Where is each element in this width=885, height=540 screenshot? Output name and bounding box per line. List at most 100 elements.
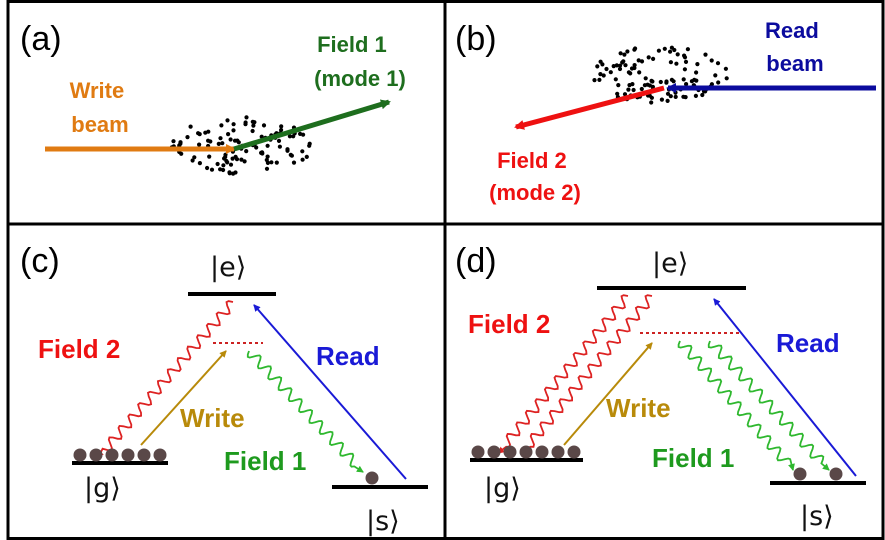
- atom-dot: [669, 77, 675, 82]
- atom-dot: [709, 82, 715, 87]
- field1-mode1-label: Field 1 (mode 1): [314, 32, 406, 91]
- field2-arrow: [514, 85, 665, 130]
- atom-dot: [601, 73, 606, 78]
- atom: [137, 448, 151, 462]
- atom-dot: [171, 139, 176, 144]
- write-label-d: Write: [606, 393, 671, 423]
- field2-wavy-arrow: [97, 300, 234, 459]
- atom-dot: [225, 118, 230, 123]
- atom: [519, 445, 533, 459]
- atom-dot: [279, 127, 284, 133]
- atom-dot: [650, 84, 656, 89]
- read-beam-label-line2: beam: [766, 51, 823, 76]
- atom-dot: [683, 59, 689, 64]
- field2-mode2-label: Field 2 (mode 2): [489, 148, 581, 205]
- field1-label-c: Field 1: [224, 446, 306, 476]
- field2-label-line1: Field 2: [497, 148, 567, 173]
- field2-label-line2: (mode 2): [489, 180, 581, 205]
- atom-dot: [617, 63, 623, 68]
- atoms-storage-d: [793, 467, 843, 481]
- atom-dot: [684, 82, 689, 87]
- atom-dot: [595, 64, 600, 69]
- atom-dot: [614, 63, 619, 68]
- level-e-label-d: |e⟩: [652, 248, 688, 279]
- atom: [153, 448, 167, 462]
- atom-dot: [685, 47, 691, 52]
- atom: [105, 448, 119, 462]
- atom-dot: [307, 143, 312, 148]
- write-transition-arrow: [140, 350, 227, 446]
- atom-dot: [628, 71, 633, 76]
- panel-d-label: (d): [455, 242, 497, 280]
- atom-dot: [682, 53, 687, 58]
- atom-dot: [219, 123, 224, 128]
- write-transition-arrow-d: [563, 342, 653, 446]
- atom-dot: [681, 94, 686, 99]
- atom-dot: [630, 82, 635, 87]
- atom-dot: [242, 159, 247, 164]
- atom-dot: [623, 63, 628, 68]
- atom: [567, 445, 581, 459]
- atom-dot: [616, 83, 621, 88]
- field2-wavy-arrow-d1: [497, 294, 629, 454]
- atom-dot: [207, 154, 212, 159]
- atom-dot: [260, 150, 265, 155]
- atom-dot: [639, 59, 645, 64]
- field1-label-line2: (mode 1): [314, 66, 406, 91]
- atom-dot: [300, 149, 305, 154]
- atom-dot: [218, 136, 223, 141]
- atom-dot: [221, 167, 226, 173]
- atom: [365, 471, 379, 485]
- atom-dot: [700, 92, 705, 98]
- atom-dot: [631, 87, 636, 93]
- atom-dot: [695, 62, 700, 67]
- atom-dot: [220, 141, 225, 146]
- field1-wavy-arrow: [246, 350, 364, 473]
- atom-dot: [622, 52, 627, 57]
- atom: [73, 448, 87, 462]
- atom-dot: [264, 157, 269, 163]
- panel-a: (a) Write beam Field 1 (mode 1): [20, 20, 406, 176]
- field1-label-d: Field 1: [652, 443, 734, 473]
- atom-dot: [618, 51, 623, 56]
- atom-dot: [694, 70, 699, 75]
- atom-dot: [643, 76, 648, 81]
- atom-dot: [613, 77, 618, 82]
- atom-dot: [261, 123, 267, 128]
- atom-dot: [650, 79, 655, 84]
- atom: [487, 445, 501, 459]
- atom-dot: [250, 128, 255, 134]
- atom-dot: [209, 167, 215, 172]
- atom-dot: [244, 149, 249, 154]
- atom-dot: [709, 58, 714, 63]
- atom-dot: [223, 154, 228, 160]
- panel-c: (c) |e⟩ |g⟩ |s⟩ Field 2 Write Read Field…: [20, 242, 428, 537]
- atom-dot: [216, 141, 221, 146]
- atom-dot: [178, 141, 183, 146]
- atom-dot: [625, 49, 630, 54]
- atom-dot: [658, 79, 663, 85]
- panel-c-label: (c): [20, 242, 60, 280]
- atom-dot: [233, 170, 238, 175]
- atoms-ground-c: [73, 448, 167, 462]
- atom-dot: [228, 137, 233, 142]
- field1-wavy-arrow-d1: [677, 340, 795, 471]
- read-beam-label: Read beam: [765, 18, 825, 76]
- atom: [121, 448, 135, 462]
- atom-dot: [254, 145, 259, 150]
- atom-dot: [681, 77, 686, 82]
- atom: [535, 445, 549, 459]
- atom-dot: [636, 58, 641, 63]
- atom-dot: [231, 122, 236, 127]
- atom-dot: [649, 95, 655, 100]
- atom-dot: [672, 47, 677, 53]
- atom-dot: [673, 90, 678, 95]
- atom-dot: [228, 162, 234, 167]
- atom: [551, 445, 565, 459]
- atom-dot: [205, 165, 210, 171]
- atom-dot: [615, 91, 620, 96]
- atom-dot: [724, 76, 729, 81]
- atom-dot: [251, 123, 256, 128]
- atom-dot: [232, 138, 238, 143]
- atom-dot: [656, 48, 662, 53]
